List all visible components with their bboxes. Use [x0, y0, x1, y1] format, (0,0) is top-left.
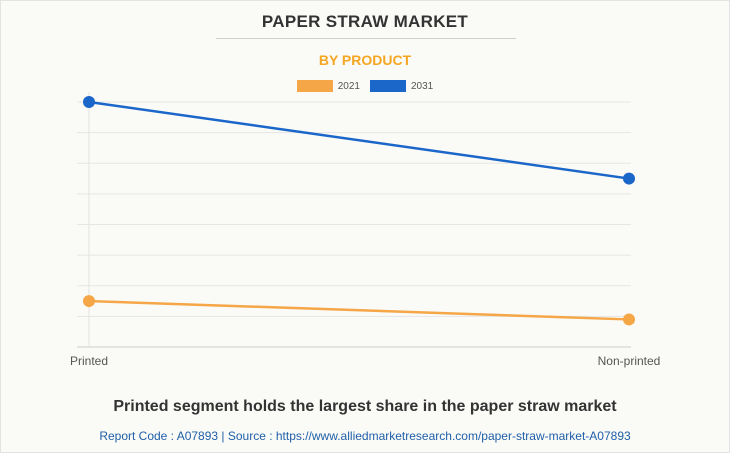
legend-item-2031[interactable]: 2031 [370, 80, 433, 92]
series-line-2021 [88, 299, 630, 321]
data-point-2021-printed[interactable] [83, 295, 95, 308]
data-point-2031-non-printed[interactable] [623, 172, 635, 185]
chart-subtitle: BY PRODUCT [318, 52, 412, 68]
legend-label-2021: 2021 [337, 80, 360, 92]
data-point-2021-non-printed[interactable] [623, 313, 635, 326]
series-lines [83, 96, 635, 326]
chart-plot-area: Printed Non-printed [70, 92, 660, 368]
footer-source: Report Code : A07893 | Source : https://… [99, 429, 631, 443]
chart-title: PAPER STRAW MARKET [261, 12, 469, 31]
series-line-2031 [88, 100, 630, 180]
title-divider [216, 38, 516, 39]
data-point-2031-printed[interactable] [83, 96, 95, 108]
gridlines [77, 92, 631, 348]
footer-headline: Printed segment holds the largest share … [113, 398, 617, 415]
x-axis-ticks: Printed Non-printed [70, 354, 660, 368]
legend-label-2031: 2031 [411, 80, 434, 92]
chart-legend: 2021 2031 [1, 80, 729, 92]
x-tick-label: Printed [70, 354, 108, 368]
legend-item-2021[interactable]: 2021 [296, 80, 360, 92]
legend-swatch-2031 [370, 80, 406, 92]
x-tick-label: Non-printed [598, 354, 661, 368]
legend-swatch-2021 [296, 80, 333, 92]
